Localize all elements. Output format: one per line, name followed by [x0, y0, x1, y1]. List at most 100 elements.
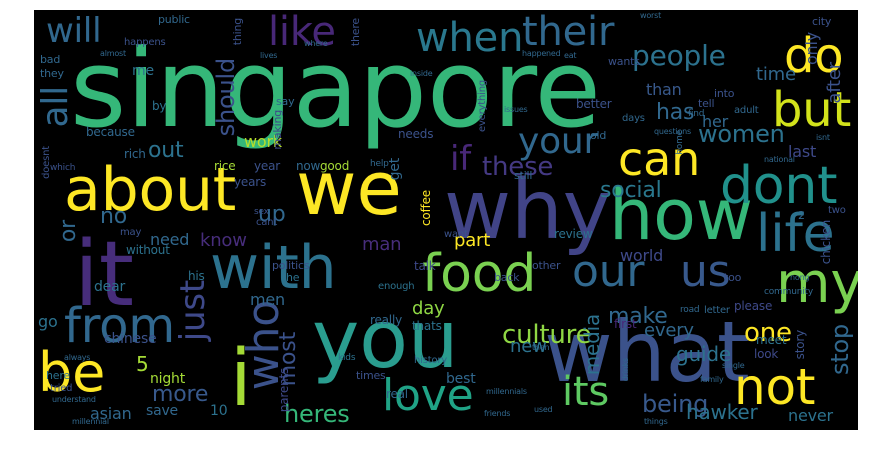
word-after: after — [824, 62, 845, 104]
word-culture: culture — [502, 320, 592, 350]
word-her: her — [702, 112, 728, 131]
word-hawker: hawker — [686, 400, 758, 424]
word-things: things — [644, 417, 668, 426]
word-there: there — [349, 18, 362, 47]
word-best: best — [446, 371, 476, 387]
word-or: or — [56, 220, 81, 243]
word-talk: talk — [414, 259, 436, 273]
word-letter: letter — [704, 305, 730, 316]
word-every: every — [644, 320, 694, 341]
word-just: just — [173, 280, 213, 342]
word-good: good — [320, 159, 350, 173]
word-where: where — [304, 39, 328, 48]
word-year: year — [254, 159, 280, 173]
word-history: history — [414, 355, 447, 366]
word-by: by — [152, 99, 167, 113]
word-go: go — [38, 312, 58, 331]
word-thats: thats — [412, 319, 442, 333]
word-no: no — [100, 204, 128, 229]
word-look: look — [754, 347, 779, 361]
word-nong: nong — [790, 273, 810, 282]
word-find: find — [688, 109, 705, 119]
word-with: with — [210, 233, 337, 303]
word-old: old — [590, 129, 607, 142]
word-public: public — [158, 13, 190, 26]
word-city: city — [812, 15, 832, 28]
word-real: real — [386, 387, 408, 401]
word-get: get — [387, 158, 403, 181]
word-about: about — [64, 155, 237, 225]
word-rice: rice — [214, 159, 236, 173]
word-review: review — [554, 227, 593, 241]
word-now: now — [296, 159, 321, 173]
word-dont: dont — [720, 156, 838, 216]
word-but: but — [772, 82, 852, 138]
word-last: last — [788, 142, 817, 161]
word-national: national — [764, 155, 795, 164]
word-day: day — [412, 298, 445, 319]
word-bad: bad — [40, 53, 61, 66]
word-worst: worst — [640, 11, 662, 20]
word-me: me — [132, 63, 154, 79]
word-asian: asian — [90, 404, 132, 423]
word-their: their — [522, 10, 615, 55]
word-night: night — [150, 371, 186, 387]
word-part: part — [454, 230, 491, 251]
word-isnt: isnt — [816, 133, 830, 142]
word-than: than — [646, 80, 682, 99]
word-back: back — [494, 271, 520, 284]
word-needs: needs — [398, 127, 434, 141]
word-chicken: chicken — [819, 220, 833, 265]
word-issues: issues — [504, 105, 528, 114]
word-making: making — [271, 110, 284, 150]
word-road: road — [680, 305, 700, 315]
word-we: we — [296, 146, 402, 232]
word-first: first — [614, 317, 637, 331]
word-its: its — [562, 369, 610, 415]
word-still: still — [514, 169, 533, 182]
word-understand: understand — [52, 395, 96, 404]
word-politics: politics — [272, 259, 310, 272]
word-being: being — [642, 390, 709, 418]
word-better: better — [576, 97, 612, 111]
word-can: can — [618, 132, 701, 186]
word-millennial: millennial — [72, 417, 109, 426]
word-cloud: singapore you what it with we why how ab… — [34, 10, 858, 430]
word-into: into — [714, 87, 735, 100]
word-i: i — [230, 334, 252, 424]
word-his: his — [188, 269, 205, 283]
word-do: do — [784, 28, 844, 84]
word-happens: happens — [124, 37, 166, 48]
word-you: you — [312, 293, 459, 386]
word-almost: almost — [100, 49, 126, 58]
word-tried: tried — [50, 383, 73, 394]
word-up: up — [258, 202, 286, 227]
word-5: 5 — [136, 352, 149, 376]
word-men: men — [250, 290, 285, 309]
word-never: never — [788, 406, 833, 425]
word-he: he — [286, 271, 300, 284]
word-sex: sex — [254, 207, 269, 217]
word-rich: rich — [124, 147, 146, 161]
word-single: single — [722, 361, 745, 370]
word-our: our — [572, 246, 645, 297]
word-not: not — [734, 358, 816, 416]
word-stop: stop — [826, 324, 854, 376]
word-dear: dear — [94, 279, 126, 295]
word-these: these — [482, 152, 554, 182]
word-media: media — [580, 314, 604, 376]
word-questions: questions — [654, 127, 691, 136]
word-more: more — [152, 382, 209, 407]
word-times: times — [356, 369, 386, 382]
word-food: food — [422, 244, 537, 304]
word-work: work — [244, 132, 282, 151]
word-singapore: singapore — [70, 27, 601, 152]
word-adult: adult — [734, 105, 759, 116]
word-us: us — [680, 246, 731, 297]
word-inside: inside — [410, 69, 433, 78]
word-parents: parents — [277, 368, 291, 413]
word-they: they — [40, 67, 64, 80]
word-know: know — [200, 230, 247, 251]
word-meet: meet — [756, 333, 787, 347]
word-heres: heres — [284, 400, 350, 428]
